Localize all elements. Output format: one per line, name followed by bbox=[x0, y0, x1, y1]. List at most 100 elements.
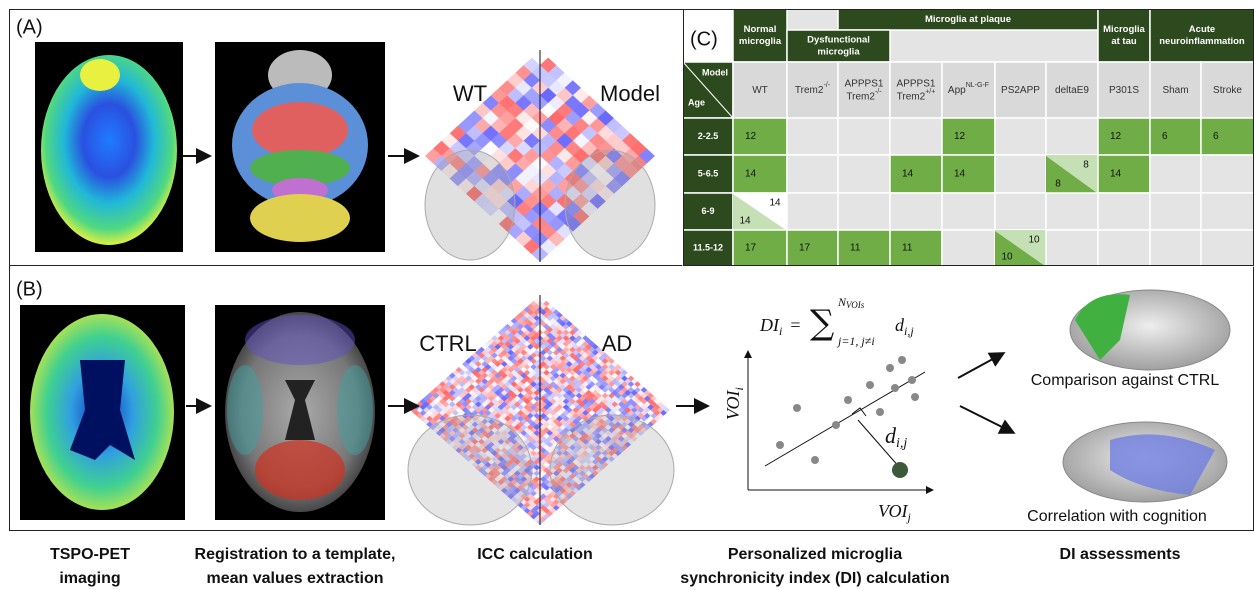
count-value: 6 bbox=[1213, 131, 1219, 142]
empty-cell bbox=[1150, 193, 1201, 230]
count-value: 17 bbox=[745, 243, 757, 254]
count-value: 11 bbox=[902, 243, 913, 254]
table-header-text: Dysfunctional bbox=[807, 35, 870, 46]
empty-cell bbox=[942, 230, 995, 266]
text-part: Trem2 bbox=[795, 85, 824, 96]
step-caption: ICC calculation bbox=[477, 546, 593, 563]
column-header bbox=[838, 62, 890, 118]
overlay bbox=[245, 315, 355, 365]
count-value: 8 bbox=[1055, 179, 1061, 190]
formula-term: di,j bbox=[895, 315, 914, 338]
column-header-text: WT bbox=[752, 85, 768, 96]
count-value: 11 bbox=[850, 243, 861, 254]
brain-outline bbox=[408, 415, 532, 525]
empty-cell bbox=[838, 193, 890, 230]
text-part: App bbox=[948, 85, 966, 96]
panel-label: (C) bbox=[690, 28, 718, 50]
count-value: 14 bbox=[1110, 169, 1122, 180]
empty-cell bbox=[1201, 155, 1254, 193]
empty-cell bbox=[1150, 230, 1201, 266]
count-cell bbox=[1098, 118, 1150, 155]
table-header-text: Acute bbox=[1189, 24, 1215, 35]
text-part: i bbox=[732, 387, 746, 390]
page: { "panel_a": {"label": "(A)", "matrix_la… bbox=[0, 0, 1254, 590]
text-part: Stroke bbox=[1213, 85, 1242, 96]
corner-label: Age bbox=[688, 97, 705, 107]
count-value: 10 bbox=[1028, 235, 1040, 246]
formula-upper: NVOIs bbox=[837, 295, 865, 310]
atlas-region bbox=[252, 102, 348, 158]
empty-cell bbox=[1098, 230, 1150, 266]
text-part: = bbox=[790, 315, 800, 335]
step-caption: imaging bbox=[59, 570, 120, 587]
text-part: +/+ bbox=[925, 88, 935, 95]
age-label: 5-6.5 bbox=[698, 168, 719, 178]
step-caption: Registration to a template, bbox=[195, 546, 396, 563]
table-header-text: Microglia at plaque bbox=[925, 14, 1011, 25]
text-part: i bbox=[779, 324, 782, 338]
empty-header bbox=[787, 9, 838, 30]
corner-label: Model bbox=[702, 67, 728, 77]
brain-outline bbox=[425, 150, 515, 260]
text-part: VOI bbox=[723, 390, 743, 420]
text-part: -/- bbox=[823, 82, 830, 89]
highlight-point bbox=[892, 462, 908, 478]
count-value: 12 bbox=[1110, 131, 1122, 142]
count-value: 14 bbox=[745, 169, 757, 180]
count-value: 14 bbox=[739, 216, 751, 227]
matrix-label: Model bbox=[600, 81, 660, 106]
formula-lower: j=1, j≠i bbox=[836, 334, 875, 348]
count-value: 12 bbox=[745, 131, 757, 142]
empty-cell bbox=[890, 118, 942, 155]
overlay bbox=[255, 440, 345, 500]
column-header-text: Stroke bbox=[1213, 85, 1242, 96]
text-part: NL-G-F bbox=[966, 82, 989, 89]
text-part: -/- bbox=[875, 88, 882, 95]
empty-cell bbox=[995, 155, 1046, 193]
text-part: i,j bbox=[896, 436, 907, 451]
empty-cell bbox=[787, 155, 838, 193]
age-label: 2-2.5 bbox=[698, 131, 719, 141]
matrix-label: CTRL bbox=[419, 331, 476, 356]
count-value: 8 bbox=[1083, 160, 1089, 171]
age-label: 11.5-12 bbox=[693, 242, 723, 252]
empty-cell bbox=[1150, 155, 1201, 193]
text-part: Sham bbox=[1162, 85, 1188, 96]
x-axis-label: VOIj bbox=[878, 501, 911, 524]
panel-label: (A) bbox=[16, 16, 43, 38]
column-header-text: deltaE9 bbox=[1055, 85, 1089, 96]
arrow bbox=[958, 354, 1002, 378]
empty-cell bbox=[1098, 193, 1150, 230]
count-value: 14 bbox=[954, 169, 966, 180]
count-value: 17 bbox=[799, 243, 811, 254]
empty-cell bbox=[995, 118, 1046, 155]
text-part: VOI bbox=[878, 501, 908, 521]
table-header-text: microglia bbox=[739, 36, 782, 47]
count-cell bbox=[1098, 155, 1150, 193]
text-part: PS2APP bbox=[1001, 85, 1040, 96]
regression-line bbox=[765, 372, 925, 466]
step-caption: Personalized microglia bbox=[728, 546, 902, 563]
step-caption: synchronicity index (DI) calculation bbox=[680, 570, 949, 587]
outcome-label: Correlation with cognition bbox=[1027, 508, 1207, 525]
table-header-text: microglia bbox=[817, 47, 860, 58]
step-caption: TSPO-PET bbox=[50, 546, 130, 563]
count-cell bbox=[733, 155, 787, 193]
count-value: 12 bbox=[954, 131, 966, 142]
figure: (A)(B)(C)WTModelCTRLADDIi=∑NVOIsj=1, j≠i… bbox=[0, 0, 1254, 590]
count-cell bbox=[787, 230, 838, 266]
empty-cell bbox=[787, 118, 838, 155]
text-part: WT bbox=[752, 85, 768, 96]
text-part: P301S bbox=[1109, 85, 1139, 96]
overlay bbox=[337, 365, 373, 455]
right-angle bbox=[852, 408, 866, 416]
column-header-text: Sham bbox=[1162, 85, 1188, 96]
step-caption: mean values extraction bbox=[207, 570, 384, 587]
step-caption: DI assessments bbox=[1060, 546, 1181, 563]
table-header-text: at tau bbox=[1111, 36, 1137, 47]
age-label: 6-9 bbox=[701, 206, 714, 216]
count-cell bbox=[733, 230, 787, 266]
distance-label: di,j bbox=[885, 423, 907, 451]
count-cell bbox=[942, 155, 995, 193]
count-cell bbox=[1201, 118, 1254, 155]
